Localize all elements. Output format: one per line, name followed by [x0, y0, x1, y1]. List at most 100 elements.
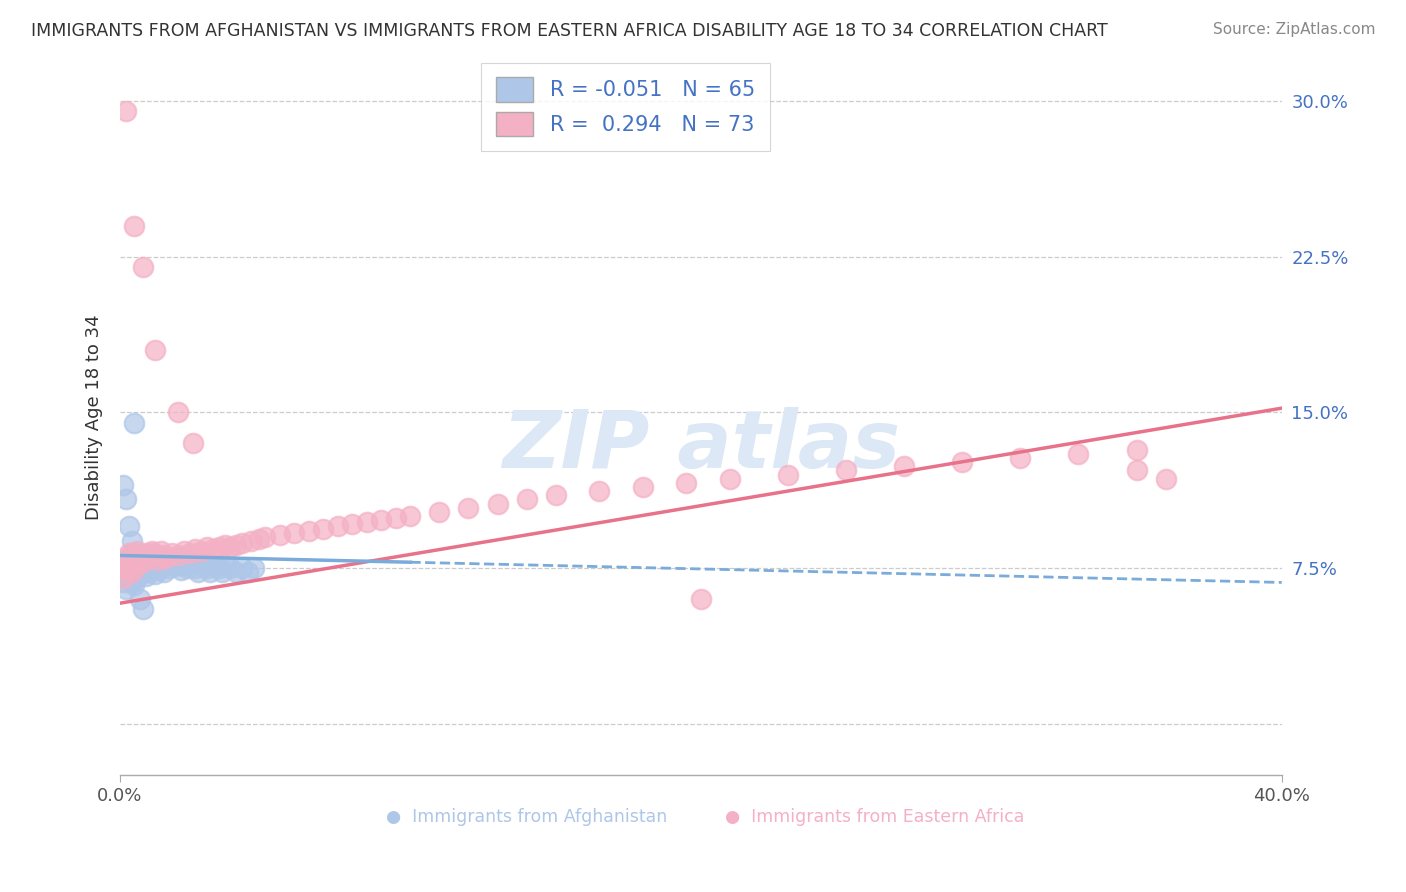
Point — [124, 565, 146, 579]
Point — [167, 549, 190, 563]
Point — [149, 558, 172, 573]
Point — [124, 219, 146, 233]
Point — [121, 565, 143, 579]
Point — [114, 492, 136, 507]
Point — [118, 571, 141, 585]
Point — [893, 459, 915, 474]
Point — [121, 558, 143, 573]
Point — [283, 525, 305, 540]
Point — [254, 530, 277, 544]
Point — [118, 546, 141, 560]
Legend: R = -0.051   N = 65, R =  0.294   N = 73: R = -0.051 N = 65, R = 0.294 N = 73 — [481, 62, 769, 151]
Point — [129, 592, 152, 607]
Point — [138, 550, 160, 565]
Point — [141, 544, 163, 558]
Point — [143, 555, 166, 569]
Point — [385, 511, 408, 525]
Text: ZIP atlas: ZIP atlas — [502, 407, 900, 485]
Point — [173, 544, 195, 558]
Point — [146, 550, 169, 565]
Point — [114, 555, 136, 569]
Point — [114, 582, 136, 596]
Point — [135, 569, 157, 583]
Point — [588, 484, 610, 499]
Point — [114, 104, 136, 119]
Point — [132, 555, 155, 569]
Point — [170, 563, 193, 577]
Point — [129, 555, 152, 569]
Point — [127, 557, 149, 571]
Point — [1067, 447, 1090, 461]
Point — [356, 516, 378, 530]
Point — [146, 552, 169, 566]
Text: ●  Immigrants from Eastern Africa: ● Immigrants from Eastern Africa — [725, 807, 1025, 825]
Point — [242, 561, 264, 575]
Point — [129, 567, 152, 582]
Point — [155, 550, 177, 565]
Point — [111, 575, 134, 590]
Point — [165, 558, 187, 573]
Point — [129, 550, 152, 565]
Point — [141, 546, 163, 560]
Point — [195, 540, 218, 554]
Point — [124, 552, 146, 566]
Point — [231, 561, 253, 575]
Point — [132, 563, 155, 577]
Point — [544, 488, 567, 502]
Point — [399, 509, 422, 524]
Point — [143, 343, 166, 357]
Point — [1125, 442, 1147, 457]
Point — [190, 544, 212, 558]
Point — [326, 519, 349, 533]
Point — [201, 557, 224, 571]
Point — [776, 467, 799, 482]
Point — [121, 546, 143, 560]
Point — [132, 550, 155, 565]
Point — [155, 557, 177, 571]
Point — [239, 533, 262, 548]
Point — [135, 546, 157, 560]
Point — [1125, 463, 1147, 477]
Point — [135, 557, 157, 571]
Point — [198, 565, 221, 579]
Point — [167, 405, 190, 419]
Point — [127, 544, 149, 558]
Point — [143, 549, 166, 563]
Point — [835, 463, 858, 477]
Point — [118, 519, 141, 533]
Text: Source: ZipAtlas.com: Source: ZipAtlas.com — [1212, 22, 1375, 37]
Point — [127, 571, 149, 585]
Point — [675, 475, 697, 490]
Point — [138, 565, 160, 579]
Point — [184, 561, 207, 575]
Point — [184, 542, 207, 557]
Point — [269, 527, 291, 541]
Point — [118, 561, 141, 575]
Point — [181, 436, 204, 450]
Point — [111, 478, 134, 492]
Point — [219, 540, 242, 554]
Point — [149, 544, 172, 558]
Point — [111, 558, 134, 573]
Point — [689, 592, 711, 607]
Point — [342, 517, 364, 532]
Point — [208, 561, 231, 575]
Point — [370, 513, 392, 527]
Point — [516, 492, 538, 507]
Point — [247, 532, 270, 546]
Point — [195, 561, 218, 575]
Point — [124, 549, 146, 563]
Point — [162, 546, 184, 560]
Point — [181, 557, 204, 571]
Point — [132, 260, 155, 274]
Point — [114, 550, 136, 565]
Point — [124, 416, 146, 430]
Y-axis label: Disability Age 18 to 34: Disability Age 18 to 34 — [86, 315, 103, 520]
Point — [950, 455, 973, 469]
Point — [167, 550, 190, 565]
Point — [225, 565, 247, 579]
Point — [114, 567, 136, 582]
Point — [214, 557, 236, 571]
Text: IMMIGRANTS FROM AFGHANISTAN VS IMMIGRANTS FROM EASTERN AFRICA DISABILITY AGE 18 : IMMIGRANTS FROM AFGHANISTAN VS IMMIGRANT… — [31, 22, 1108, 40]
Text: ●  Immigrants from Afghanistan: ● Immigrants from Afghanistan — [387, 807, 668, 825]
